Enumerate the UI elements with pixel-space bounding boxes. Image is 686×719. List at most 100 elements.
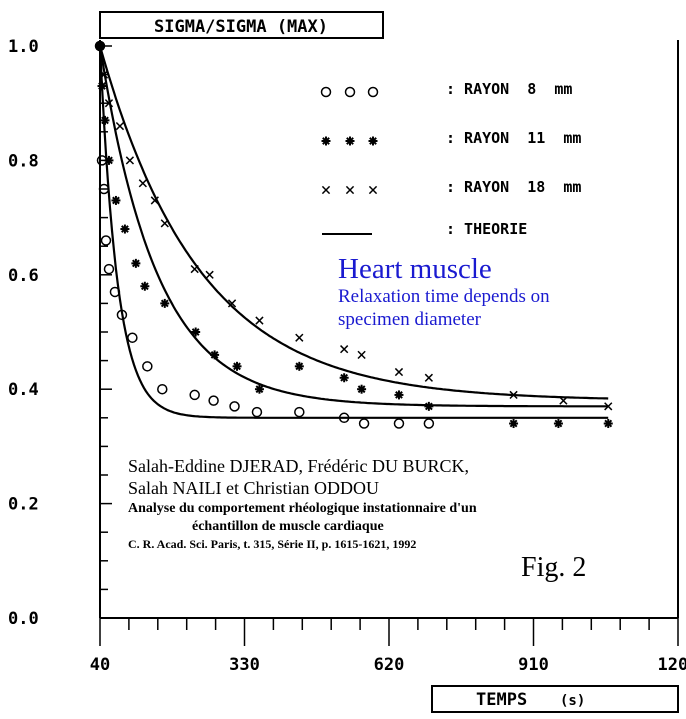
point-cross (345, 185, 355, 195)
point-circle (189, 389, 200, 401)
point-circle (127, 332, 138, 343)
point-circle (98, 183, 110, 195)
y-tick-label: 0.2 (8, 495, 39, 515)
x-axis-unit: (s) (560, 693, 585, 709)
point-circle (423, 418, 435, 429)
x-minor-ticks (99, 618, 679, 646)
annotation-caption-line2: specimen diameter (338, 309, 482, 330)
theory-curves (98, 45, 609, 419)
point-star (424, 401, 434, 411)
point-star (321, 136, 331, 146)
legend: : RAYON 8 mm : RAYON 11 mm : RAYON 18 mm… (320, 80, 581, 238)
y-tick-label: 0.0 (8, 609, 39, 629)
y-minor-ticks (100, 45, 112, 619)
x-label-box (431, 685, 679, 713)
point-cross (227, 299, 237, 308)
point-cross (295, 333, 304, 342)
point-star (294, 361, 304, 371)
theory-curve (98, 45, 609, 408)
point-circle (338, 412, 350, 424)
y-tick-label: 1.0 (8, 37, 39, 57)
point-cross (357, 350, 366, 360)
theory-curve (98, 45, 609, 419)
point-cross (205, 270, 214, 279)
point-star (140, 281, 150, 291)
point-cross (150, 196, 159, 205)
point-star (120, 224, 130, 234)
authors-line2: Salah NAILI et Christian ODDOU (128, 478, 379, 498)
authors-line1: Salah-Eddine DJERAD, Frédéric DU BURCK, (128, 456, 469, 476)
y-tick-labels: 0.0 0.2 0.4 0.6 0.8 1.0 (8, 37, 39, 629)
point-cross (99, 70, 109, 79)
legend-label-theorie: : THEORIE (446, 220, 527, 238)
point-cross (340, 345, 349, 354)
legend-label-8mm: : RAYON 8 mm (446, 80, 572, 98)
point-cross (138, 179, 147, 188)
point-cross (368, 185, 378, 195)
point-cross (424, 373, 433, 382)
point-circle (100, 235, 112, 246)
point-circle (109, 286, 121, 298)
point-circle (358, 418, 370, 429)
point-star (131, 258, 141, 268)
chart-title-box (99, 11, 384, 39)
x-tick-label: 1200 (658, 655, 686, 675)
legend-label-18mm: : RAYON 18 mm (446, 178, 581, 196)
point-circle (344, 86, 356, 98)
point-cross (255, 316, 264, 325)
figure-label: Fig. 2 (521, 552, 586, 583)
data-points (94, 40, 613, 429)
point-cross (604, 402, 613, 411)
point-cross (190, 264, 199, 274)
y-tick-label: 0.6 (8, 266, 39, 286)
theory-curve (98, 45, 609, 400)
x-tick-label: 40 (90, 655, 110, 675)
annotation-caption-line1: Relaxation time depends on (338, 286, 550, 307)
point-star (100, 115, 110, 125)
chart-title: SIGMA/SIGMA (MAX) (154, 17, 328, 37)
point-cross (559, 396, 568, 405)
point-star (509, 419, 519, 429)
point-circle (367, 86, 379, 98)
point-star (104, 155, 114, 165)
point-cross (125, 156, 135, 165)
x-tick-label: 910 (518, 655, 549, 675)
point-star (191, 327, 201, 337)
reference-line1: Analyse du comportement rhéologique inst… (128, 501, 477, 516)
point-circle (251, 406, 263, 418)
point-star (97, 81, 107, 91)
x-tick-label: 330 (229, 655, 260, 675)
point-star (254, 384, 264, 394)
point-cross (394, 367, 404, 377)
reference-line3: C. R. Acad. Sci. Paris, t. 315, Série II… (128, 537, 416, 551)
point-cross (115, 121, 125, 131)
x-tick-labels: 40 330 620 910 1200 (90, 655, 686, 675)
start-point (95, 41, 105, 51)
point-star (368, 136, 378, 146)
point-star (232, 361, 242, 371)
point-star (553, 419, 563, 429)
point-circle (229, 401, 240, 412)
y-tick-label: 0.8 (8, 151, 39, 171)
legend-markers (320, 86, 379, 235)
point-circle (393, 418, 405, 429)
point-star (603, 419, 613, 429)
legend-label-11mm: : RAYON 11 mm (446, 129, 581, 147)
point-cross (321, 185, 331, 195)
point-cross (104, 99, 114, 108)
point-star (357, 384, 367, 394)
point-star (339, 373, 349, 383)
point-star (111, 195, 121, 205)
x-axis-label: TEMPS (476, 690, 527, 710)
point-circle (142, 361, 153, 372)
point-circle (294, 406, 305, 418)
point-star (160, 298, 170, 308)
point-star (345, 136, 355, 146)
y-tick-label: 0.4 (8, 380, 39, 400)
annotation-heading: Heart muscle (338, 253, 492, 285)
point-circle (157, 383, 168, 395)
point-circle (103, 263, 115, 275)
reference-line2: échantillon de muscle cardiaque (192, 519, 384, 534)
point-circle (208, 395, 219, 406)
